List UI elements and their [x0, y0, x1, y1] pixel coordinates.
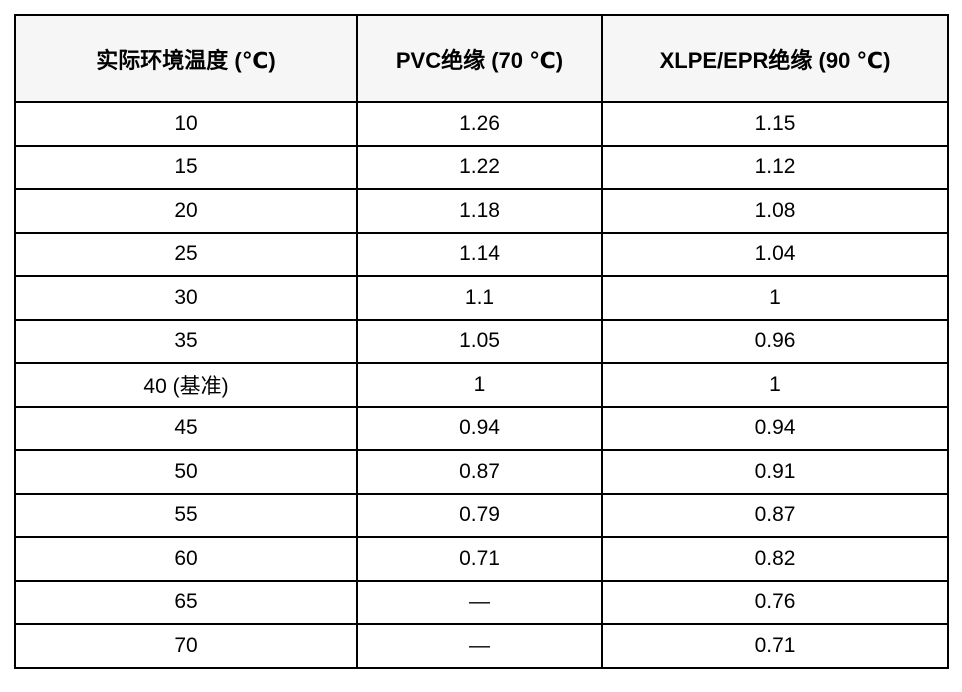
table-header: 实际环境温度 (℃) PVC绝缘 (70 ℃) XLPE/EPR绝缘 (90 ℃)	[14, 14, 949, 103]
factor-cell-pvc: 1.18	[356, 188, 603, 234]
factor-cell-xlpe_epr: 0.82	[601, 536, 949, 582]
temperature-cell: 35	[14, 318, 358, 364]
table-row: 20 1.18 1.08	[14, 188, 949, 234]
factor-cell-pvc: 1.05	[356, 318, 603, 364]
temperature-cell: 60	[14, 536, 358, 582]
header-row: 实际环境温度 (℃) PVC绝缘 (70 ℃) XLPE/EPR绝缘 (90 ℃)	[14, 14, 949, 103]
factor-cell-xlpe_epr: 1.15	[601, 101, 949, 147]
factor-cell-xlpe_epr: 0.76	[601, 579, 949, 625]
factor-cell-xlpe_epr: 1	[601, 275, 949, 321]
temperature-cell: 15	[14, 144, 358, 190]
column-header-xlpe_epr: XLPE/EPR绝缘 (90 ℃)	[601, 14, 949, 103]
factor-cell-xlpe_epr: 1	[601, 362, 949, 408]
table-body: 10 1.26 1.15 15 1.22 1.12 20 1.18 1.08 25 1.14 1.04…	[14, 101, 949, 669]
factor-cell-pvc: 1.14	[356, 231, 603, 277]
factor-cell-pvc: —	[356, 579, 603, 625]
table-row: 45 0.94 0.94	[14, 405, 949, 451]
table-row: 55 0.79 0.87	[14, 492, 949, 538]
factor-cell-pvc: 0.94	[356, 405, 603, 451]
factor-cell-pvc: 0.71	[356, 536, 603, 582]
temperature-cell: 45	[14, 405, 358, 451]
temperature-cell: 40 (基准)	[14, 362, 358, 408]
table-row: 65—0.76	[14, 579, 949, 625]
temperature-cell: 55	[14, 492, 358, 538]
temperature-cell: 50	[14, 449, 358, 495]
factor-cell-pvc: 1	[356, 362, 603, 408]
factor-cell-pvc: 1.22	[356, 144, 603, 190]
table-row: 35 1.05 0.96	[14, 318, 949, 364]
factor-cell-xlpe_epr: 1.08	[601, 188, 949, 234]
temperature-cell: 70	[14, 623, 358, 669]
temperature-cell: 30	[14, 275, 358, 321]
temperature-cell: 20	[14, 188, 358, 234]
factor-cell-pvc: 0.79	[356, 492, 603, 538]
factor-cell-xlpe_epr: 0.94	[601, 405, 949, 451]
temperature-cell: 65	[14, 579, 358, 625]
temperature-cell: 10	[14, 101, 358, 147]
factor-cell-pvc: —	[356, 623, 603, 669]
table-row: 25 1.14 1.04	[14, 231, 949, 277]
table-row: 10 1.26 1.15	[14, 101, 949, 147]
factor-cell-xlpe_epr: 0.71	[601, 623, 949, 669]
table-row: 50 0.87 0.91	[14, 449, 949, 495]
factor-cell-pvc: 1.1	[356, 275, 603, 321]
factor-cell-xlpe_epr: 1.04	[601, 231, 949, 277]
column-header-temperature: 实际环境温度 (℃)	[14, 14, 358, 103]
temperature-cell: 25	[14, 231, 358, 277]
factor-cell-xlpe_epr: 0.91	[601, 449, 949, 495]
table-row: 15 1.22 1.12	[14, 144, 949, 190]
factor-cell-xlpe_epr: 1.12	[601, 144, 949, 190]
factor-cell-pvc: 0.87	[356, 449, 603, 495]
table-row: 40 (基准) 1 1	[14, 362, 949, 408]
factor-cell-xlpe_epr: 0.87	[601, 492, 949, 538]
table-row: 70—0.71	[14, 623, 949, 669]
temperature-correction-table: 实际环境温度 (℃) PVC绝缘 (70 ℃) XLPE/EPR绝缘 (90 ℃) …	[14, 14, 949, 669]
factor-cell-xlpe_epr: 0.96	[601, 318, 949, 364]
table-row: 30 1.1 1	[14, 275, 949, 321]
factor-cell-pvc: 1.26	[356, 101, 603, 147]
column-header-pvc: PVC绝缘 (70 ℃)	[356, 14, 603, 103]
table-row: 60 0.71 0.82	[14, 536, 949, 582]
